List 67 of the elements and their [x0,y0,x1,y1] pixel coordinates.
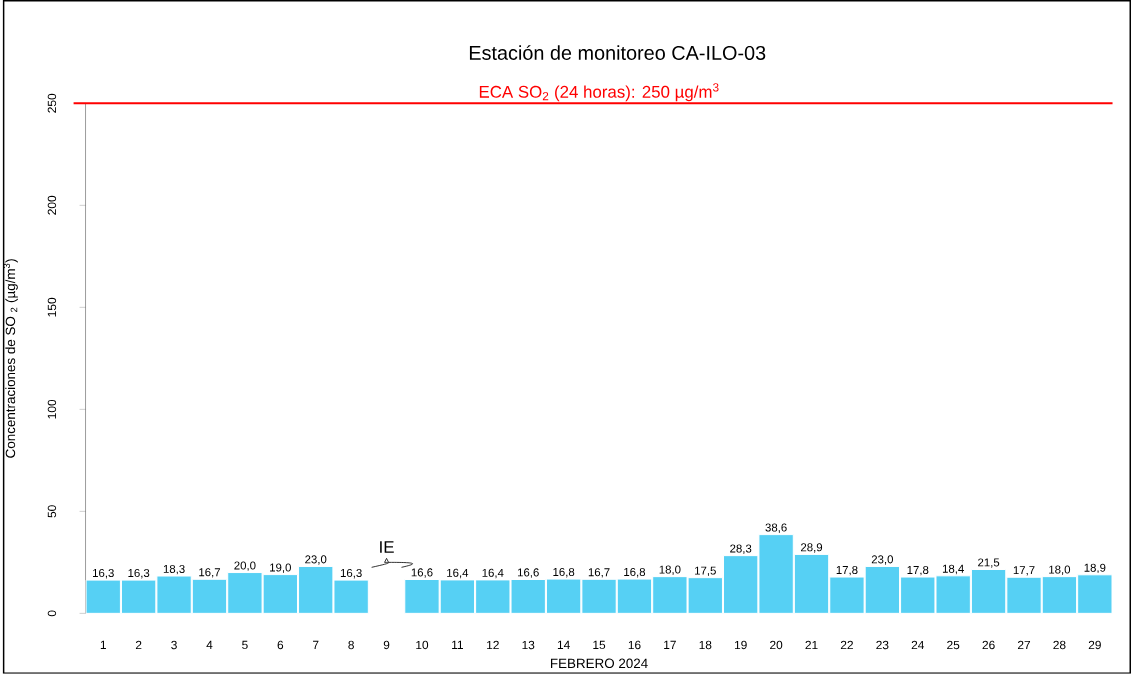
x-tick-label: 20 [770,640,783,650]
x-tick-label: 14 [557,640,570,650]
data-label: 16,3 [340,569,362,579]
x-tick-label: 7 [313,640,319,650]
x-tick-label: 16 [628,640,641,650]
data-label: 20,0 [234,561,256,571]
data-label: 16,7 [199,568,221,578]
x-tick-label: 22 [840,640,853,650]
data-label: 16,3 [93,569,114,579]
data-label: 18,4 [942,564,964,575]
x-tick-label: 15 [593,640,606,650]
data-label: 16,6 [517,568,539,578]
y-tick-label: 200 [47,195,57,215]
x-tick-label: 26 [982,640,995,650]
x-tick-label: 13 [522,640,535,650]
y-tick-label: 150 [47,297,57,317]
data-label: 23,0 [871,555,894,565]
x-tick-label: 23 [876,640,889,650]
x-tick-label: 8 [348,640,354,650]
x-tick-label: 3 [171,640,177,650]
data-label: 16,3 [128,569,150,579]
annotation: IE [380,541,394,553]
x-tick-label: 29 [1088,640,1101,650]
data-label: 17,8 [836,565,858,576]
data-label: 16,4 [447,568,469,579]
data-label: 18,0 [1049,565,1071,576]
y-tick-label: 100 [47,399,57,419]
x-tick-label: 1 [100,640,106,650]
data-label: 16,8 [624,568,646,578]
x-tick-label: 19 [734,640,747,650]
ref-line-label: ECA SO$_{2}$ (24 horas): 250 µg/m$^{3}$ [479,83,719,102]
x-tick-label: 10 [416,640,429,650]
y-tick-label: 0 [47,610,57,617]
x-tick-label: 18 [699,640,712,650]
x-tick-label: 17 [664,640,676,650]
x-tick-label: 12 [487,640,499,650]
y-tick-label: 50 [47,505,57,518]
x-tick-label: 21 [805,640,818,650]
x-tick-label: 5 [242,640,248,650]
data-label: 28,9 [800,543,823,553]
x-tick-label: 11 [452,640,463,650]
x-tick-label: 25 [947,640,960,650]
chart-title: Estación de monitoreo CA-ILO-03 [469,45,766,60]
x-tick-label: 6 [277,640,284,650]
data-label: 23,0 [305,555,327,565]
data-label: 17,8 [907,565,929,576]
data-label: 38,6 [765,523,787,533]
x-tick-label: 2 [135,640,142,650]
data-label: 21,5 [978,558,1000,568]
y-tick-label: 250 [47,93,57,113]
x-tick-label: 28 [1053,640,1066,650]
data-label: 28,3 [730,544,752,554]
data-label: 16,8 [553,568,575,578]
data-label: 16,4 [482,568,504,579]
data-label: 16,6 [411,568,433,578]
data-label: 16,7 [588,568,610,578]
data-label: 17,7 [1013,566,1035,576]
x-tick-label: 27 [1017,640,1031,650]
data-label: 18,9 [1084,563,1106,574]
data-label: 18,0 [659,565,681,576]
x-tick-label: 24 [911,640,925,650]
data-label: 19,0 [270,563,291,573]
x-tick-label: 4 [206,640,213,650]
x-axis-title: FEBRERO 2024 [551,658,648,669]
x-tick-label: 9 [383,640,390,650]
data-label: 18,3 [163,564,185,575]
data-label: 17,5 [695,566,716,577]
